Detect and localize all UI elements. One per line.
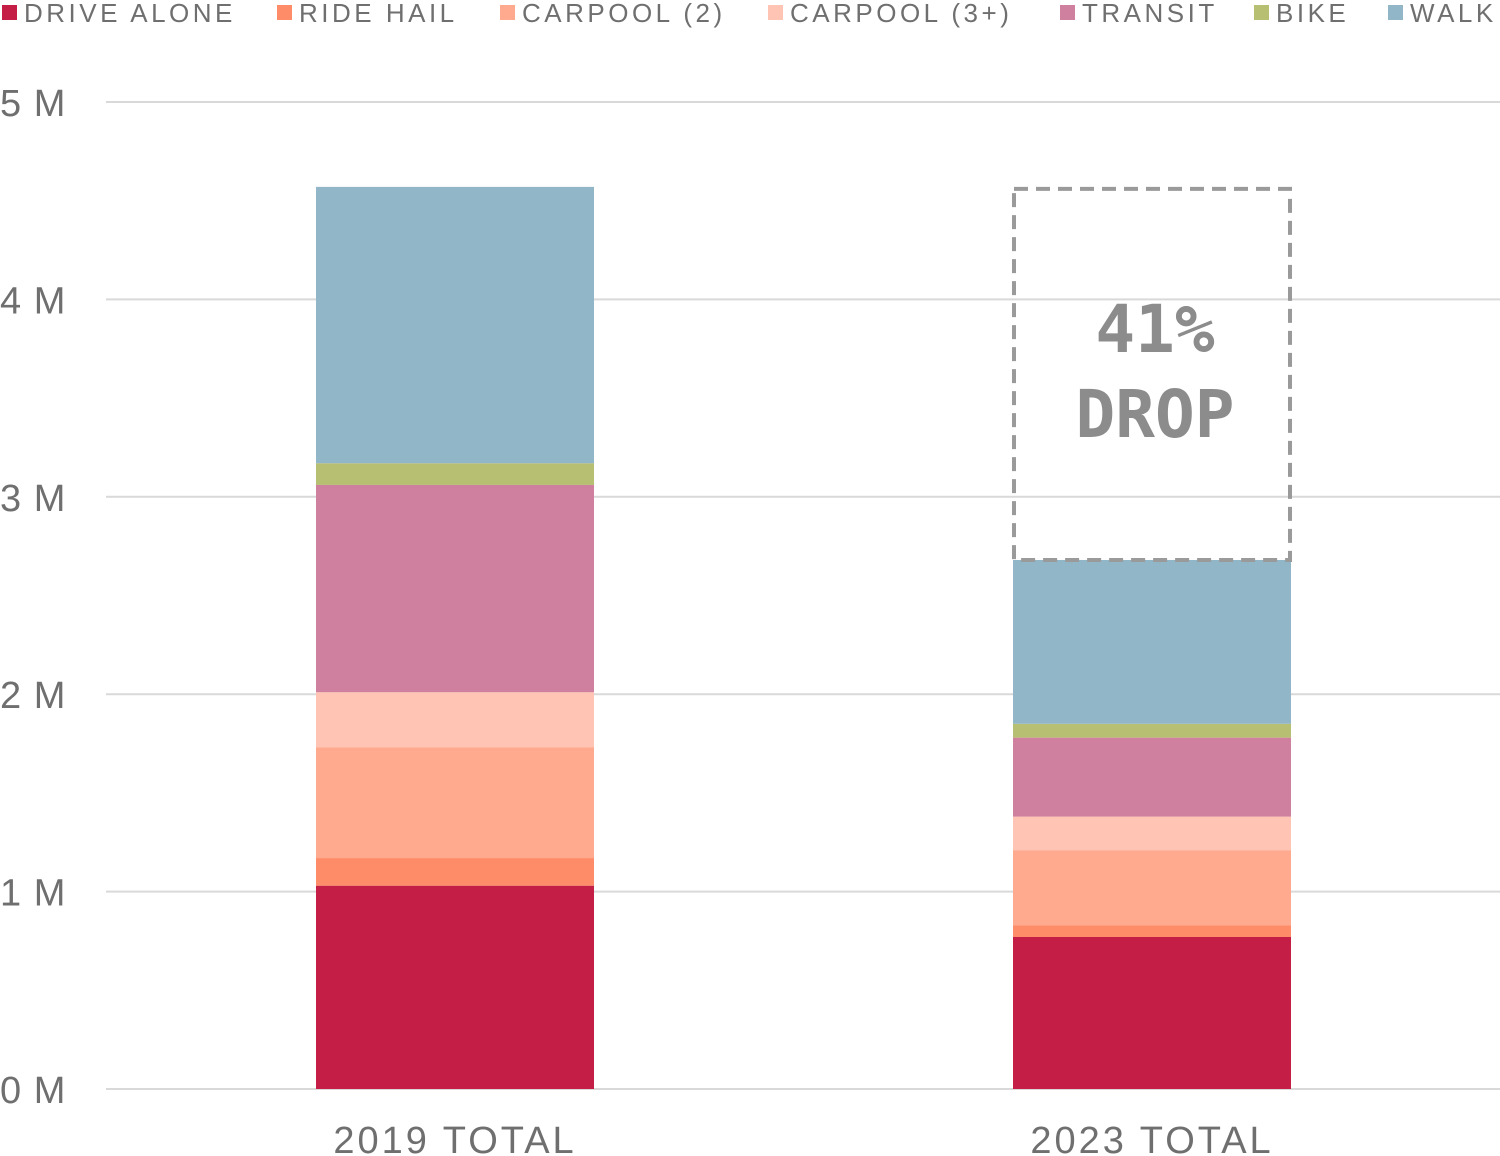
chart-legend: DRIVE ALONE RIDE HAIL CARPOOL (2) CARPOOL (… [2, 0, 1497, 28]
legend-swatch-carpool-3 [768, 5, 783, 20]
x-axis: 2019 TOTAL 2023 TOTAL [333, 1120, 1273, 1156]
legend-swatch-carpool-2 [500, 5, 515, 20]
bar-segment-transit [316, 484, 594, 693]
bar-segment-carpool-3 [1013, 816, 1291, 851]
bar-segment-ride-hail [1013, 925, 1291, 938]
legend-label-ride-hail: RIDE HAIL [299, 0, 458, 28]
bar-segment-drive-alone [316, 885, 594, 1089]
bar-segment-carpool-2 [1013, 850, 1291, 926]
bar-segment-bike [1013, 723, 1291, 738]
bar-segment-transit [1013, 737, 1291, 817]
annotation-dashed-box [1012, 186, 1292, 562]
bar-segment-walk [1013, 559, 1291, 724]
legend-label-transit: TRANSIT [1082, 0, 1218, 28]
x-category-label: 2023 TOTAL [1030, 1120, 1273, 1156]
y-tick-label: 3 M [0, 478, 66, 520]
y-tick-label: 2 M [0, 675, 66, 717]
bar-segment-carpool-2 [316, 747, 594, 859]
bar-stacks [316, 186, 1291, 1089]
y-tick-label: 1 M [0, 873, 66, 915]
legend-swatch-walk [1388, 5, 1403, 20]
y-axis: 0 M 1 M 2 M 3 M 4 M 5 M [0, 83, 66, 1112]
y-tick-label: 5 M [0, 83, 66, 125]
legend-label-carpool-3: CARPOOL (3+) [790, 0, 1012, 28]
bar-segment-carpool-3 [316, 692, 594, 748]
legend-label-drive-alone: DRIVE ALONE [24, 0, 236, 28]
legend-label-bike: BIKE [1276, 0, 1349, 28]
annotation-text: 41% [1095, 291, 1214, 368]
legend-swatch-drive-alone [2, 5, 17, 20]
legend-label-carpool-2: CARPOOL (2) [522, 0, 726, 28]
legend-swatch-ride-hail [277, 5, 292, 20]
bar-segment-bike [316, 463, 594, 485]
bar-segment-walk [316, 186, 594, 464]
legend-label-walk: WALK [1410, 0, 1497, 28]
legend-swatch-bike [1254, 5, 1269, 20]
x-category-label: 2019 TOTAL [333, 1120, 576, 1156]
drop-annotation: 41% DROP [1012, 186, 1292, 562]
bar-segment-ride-hail [316, 858, 594, 886]
y-tick-label: 4 M [0, 280, 66, 322]
legend-swatch-transit [1060, 5, 1075, 20]
y-tick-label: 0 M [0, 1070, 66, 1112]
annotation-text: DROP [1076, 376, 1235, 453]
bar-segment-drive-alone [1013, 937, 1291, 1089]
